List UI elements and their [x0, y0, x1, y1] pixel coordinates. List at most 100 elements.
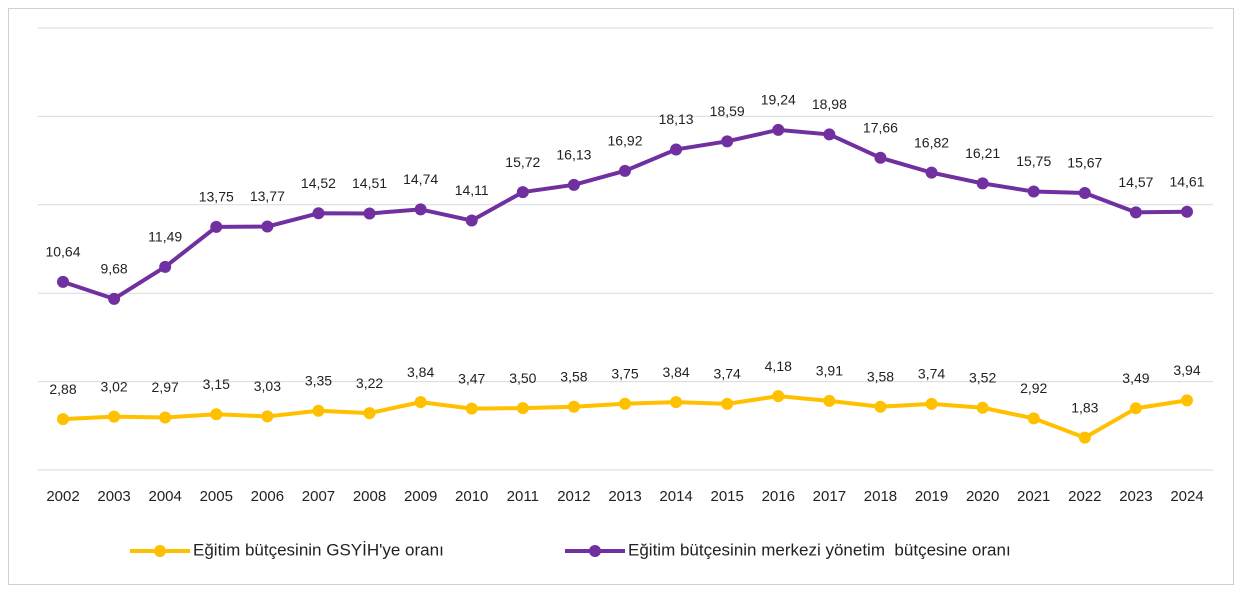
x-tick-label: 2002 — [46, 488, 79, 505]
x-tick-label: 2015 — [710, 488, 743, 505]
data-point — [1129, 206, 1142, 219]
data-point — [414, 203, 427, 216]
data-point — [108, 410, 121, 423]
data-point — [414, 396, 427, 409]
legend-marker — [589, 545, 601, 557]
data-point — [312, 404, 325, 417]
data-label: 16,92 — [607, 133, 642, 149]
data-point — [874, 151, 887, 164]
data-point — [619, 397, 631, 410]
data-label: 18,98 — [812, 96, 847, 112]
x-tick-label: 2017 — [813, 488, 846, 505]
data-label: 3,84 — [407, 364, 434, 380]
data-point — [1181, 205, 1193, 218]
data-label: 9,68 — [100, 261, 127, 277]
data-label: 13,77 — [250, 188, 285, 204]
data-label: 4,18 — [765, 358, 792, 374]
data-point — [925, 166, 938, 179]
data-label: 10,64 — [45, 244, 80, 260]
data-label: 2,92 — [1020, 380, 1047, 396]
data-point — [721, 135, 734, 148]
data-label: 18,59 — [710, 103, 745, 119]
x-tick-label: 2006 — [251, 488, 284, 505]
data-point — [516, 186, 529, 199]
data-point — [1027, 412, 1040, 425]
x-tick-label: 2010 — [455, 488, 488, 505]
data-label: 14,61 — [1169, 173, 1204, 189]
data-point — [567, 178, 580, 191]
data-point — [465, 214, 478, 227]
data-point — [108, 292, 121, 305]
data-point — [1078, 431, 1091, 444]
data-point — [874, 400, 887, 413]
x-tick-label: 2008 — [353, 488, 386, 505]
data-label: 14,74 — [403, 171, 438, 187]
data-label: 3,02 — [100, 378, 127, 394]
data-label: 3,50 — [509, 370, 536, 386]
data-label: 3,75 — [611, 365, 638, 381]
x-tick-label: 2021 — [1017, 488, 1050, 505]
data-label: 15,67 — [1067, 155, 1102, 171]
data-point — [721, 397, 734, 410]
chart-frame — [8, 8, 1234, 585]
data-point — [516, 402, 529, 415]
x-tick-label: 2009 — [404, 488, 437, 505]
x-tick-label: 2014 — [659, 488, 692, 505]
data-point — [57, 275, 69, 288]
data-point — [670, 143, 683, 156]
x-tick-label: 2005 — [200, 488, 233, 505]
x-tick-label: 2011 — [507, 488, 539, 505]
data-label: 3,15 — [203, 376, 230, 392]
data-label: 3,35 — [305, 372, 332, 388]
data-label: 18,13 — [659, 111, 694, 127]
data-label: 15,72 — [505, 154, 540, 170]
data-label: 14,11 — [455, 182, 489, 198]
x-tick-label: 2012 — [557, 488, 590, 505]
data-label: 3,94 — [1173, 362, 1200, 378]
data-label: 11,49 — [148, 229, 182, 245]
data-point — [670, 396, 683, 409]
data-point — [57, 413, 69, 426]
data-label: 3,49 — [1122, 370, 1149, 386]
data-point — [210, 408, 223, 421]
data-label: 3,58 — [560, 368, 587, 384]
data-label: 2,88 — [49, 381, 76, 397]
data-point — [159, 411, 172, 424]
data-label: 14,57 — [1118, 174, 1153, 190]
data-label: 3,74 — [918, 366, 945, 382]
x-tick-label: 2016 — [762, 488, 795, 505]
data-label: 16,82 — [914, 134, 949, 150]
data-point — [925, 397, 938, 410]
data-point — [976, 401, 989, 414]
data-label: 14,52 — [301, 175, 336, 191]
data-point — [772, 390, 785, 403]
data-label: 3,74 — [714, 366, 741, 382]
data-label: 15,75 — [1016, 153, 1051, 169]
data-point — [772, 123, 785, 136]
data-label: 16,21 — [965, 145, 1000, 161]
data-label: 3,47 — [458, 370, 485, 386]
legend-label: Eğitim bütçesinin GSYİH'ye oranı — [193, 540, 444, 559]
x-tick-label: 2013 — [608, 488, 641, 505]
data-point — [976, 177, 989, 190]
data-point — [312, 207, 325, 220]
x-tick-label: 2003 — [97, 488, 130, 505]
data-point — [261, 410, 274, 423]
data-point — [567, 400, 580, 413]
data-point — [363, 207, 376, 220]
data-label: 3,52 — [969, 369, 996, 385]
x-tick-label: 2022 — [1068, 488, 1101, 505]
data-point — [619, 164, 631, 177]
data-label: 16,13 — [556, 147, 591, 163]
data-point — [1027, 185, 1040, 198]
data-label: 17,66 — [863, 119, 898, 135]
data-label: 3,58 — [867, 368, 894, 384]
data-point — [823, 128, 836, 141]
x-tick-label: 2007 — [302, 488, 335, 505]
x-tick-label: 2020 — [966, 488, 999, 505]
data-point — [210, 220, 223, 233]
x-tick-label: 2019 — [915, 488, 948, 505]
data-label: 13,75 — [199, 189, 234, 205]
x-tick-label: 2023 — [1119, 488, 1152, 505]
